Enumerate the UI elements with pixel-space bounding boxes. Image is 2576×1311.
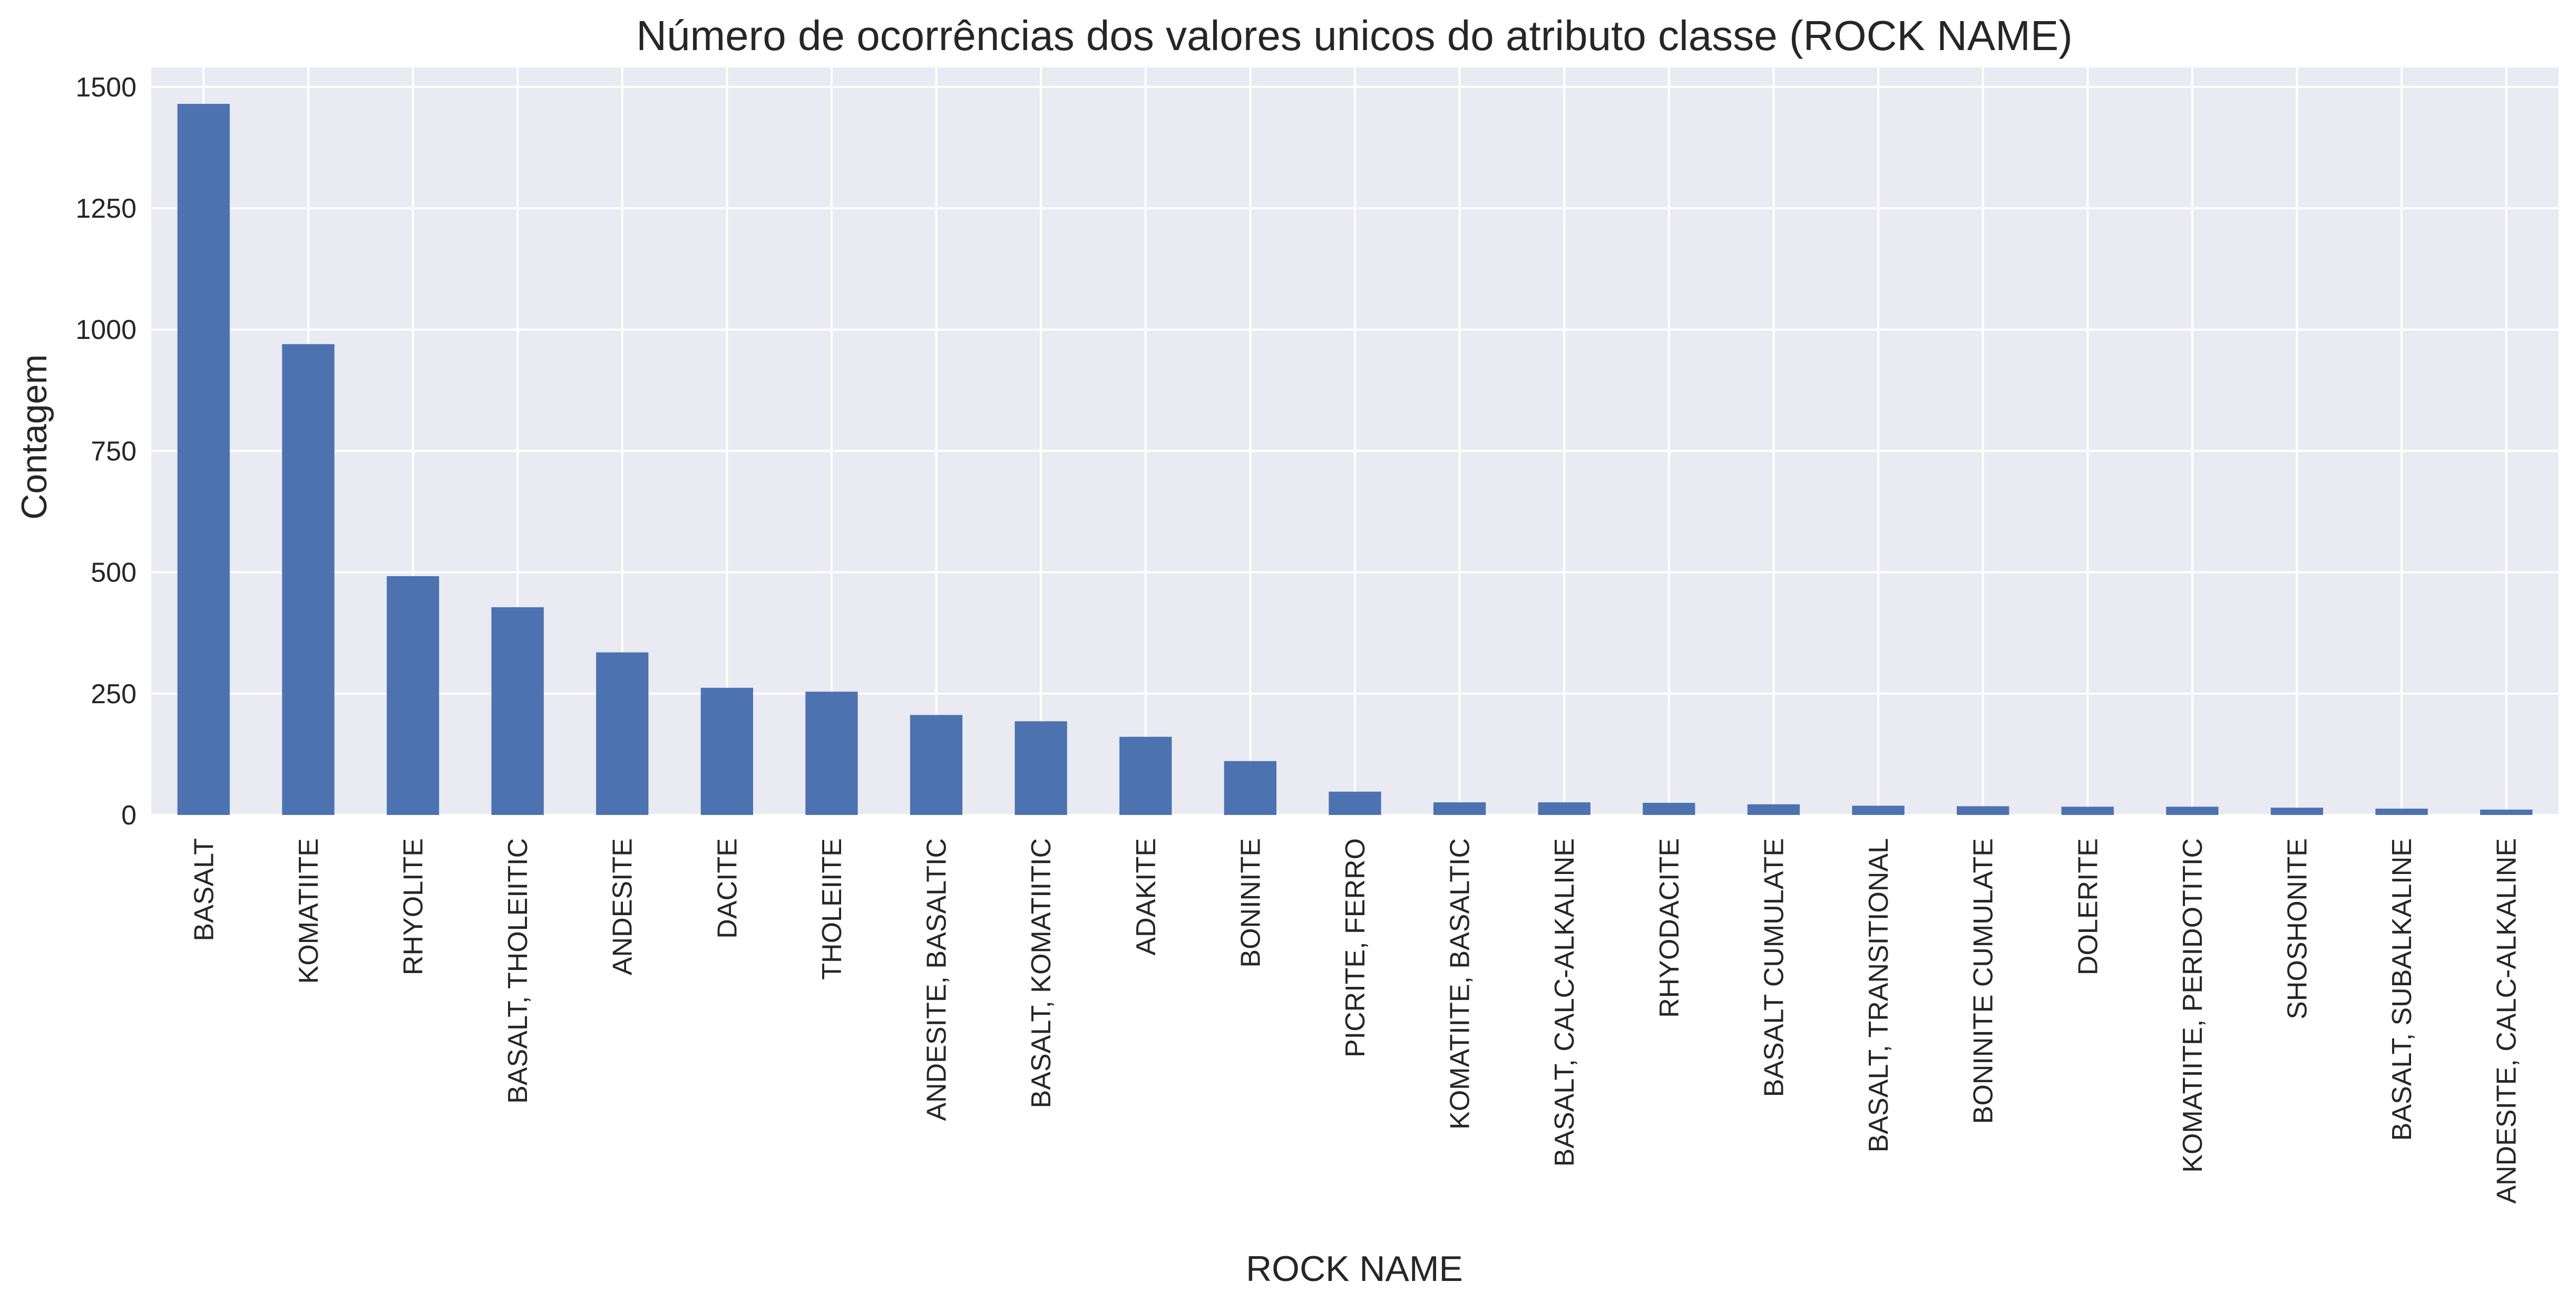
bar (491, 607, 544, 815)
y-axis-label: Contagem (14, 354, 54, 520)
x-tick-label: KOMATIITE (294, 838, 324, 984)
x-tick-label: THOLEIITE (817, 838, 847, 980)
bar (805, 692, 858, 815)
bar (700, 687, 753, 815)
bar (1852, 805, 1905, 815)
y-tick-label: 750 (91, 436, 136, 467)
x-tick-label: BASALT, THOLEIITIC (503, 838, 533, 1104)
x-tick-label: BASALT (189, 838, 219, 941)
bar (1957, 806, 2009, 815)
bar (2375, 809, 2428, 815)
bar (1119, 736, 1172, 815)
bar (1014, 721, 1067, 815)
bar (282, 344, 335, 815)
y-tick-label: 0 (121, 800, 136, 831)
bar (910, 715, 963, 815)
x-tick-label: BASALT, TRANSITIONAL (1863, 838, 1894, 1152)
x-tick-label: ADAKITE (1131, 838, 1162, 956)
bar (1224, 761, 1277, 815)
x-tick-label: DOLERITE (2073, 838, 2103, 975)
x-tick-label: KOMATIITE, PERIDOTITIC (2178, 838, 2208, 1173)
y-tick-label: 1500 (75, 72, 136, 103)
bar (2166, 807, 2219, 815)
bars (177, 104, 2533, 815)
bar (1747, 804, 1800, 815)
x-axis-label: ROCK NAME (1246, 1249, 1463, 1289)
x-tick-label: BONINITE CUMULATE (1968, 838, 1999, 1124)
bar (2061, 807, 2114, 815)
chart-title: Número de ocorrências dos valores unicos… (636, 12, 2073, 59)
y-tick-label: 1000 (75, 315, 136, 345)
x-tick-label: ANDESITE, CALC-ALKALINE (2492, 838, 2522, 1204)
x-tick-label: PICRITE, FERRO (1340, 838, 1371, 1057)
bar (1433, 802, 1486, 815)
x-tick-label: BASALT, CALC-ALKALINE (1549, 838, 1580, 1167)
x-tick-label: ANDESITE, BASALTIC (922, 838, 952, 1121)
bar (1643, 802, 1695, 815)
x-tick-label: RHYOLITE (398, 838, 429, 975)
bar (177, 104, 230, 815)
bar (596, 652, 649, 815)
y-axis-ticks: 0 250 500 750 1000 1250 1500 (75, 72, 136, 831)
bar (1329, 791, 1381, 815)
x-tick-label: RHYODACITE (1654, 838, 1685, 1018)
x-tick-label: SHOSHONITE (2282, 838, 2312, 1019)
x-tick-label: BASALT, SUBALKALINE (2387, 838, 2417, 1141)
bar (2480, 809, 2533, 815)
bar (386, 576, 440, 815)
bar (1538, 802, 1591, 815)
x-tick-label: BASALT, KOMATIITIC (1026, 838, 1057, 1108)
bar (2270, 808, 2324, 815)
x-axis-ticks: BASALT KOMATIITE RHYOLITE BASALT, THOLEIITI… (189, 838, 2522, 1204)
y-tick-label: 250 (91, 679, 136, 710)
x-tick-label: BONINITE (1235, 838, 1266, 968)
x-tick-label: BASALT CUMULATE (1759, 838, 1789, 1097)
x-tick-label: DACITE (712, 838, 743, 939)
y-tick-label: 500 (91, 558, 136, 588)
x-tick-label: KOMATIITE, BASALTIC (1445, 838, 1476, 1130)
x-tick-label: ANDESITE (608, 838, 638, 975)
y-tick-label: 1250 (75, 193, 136, 224)
